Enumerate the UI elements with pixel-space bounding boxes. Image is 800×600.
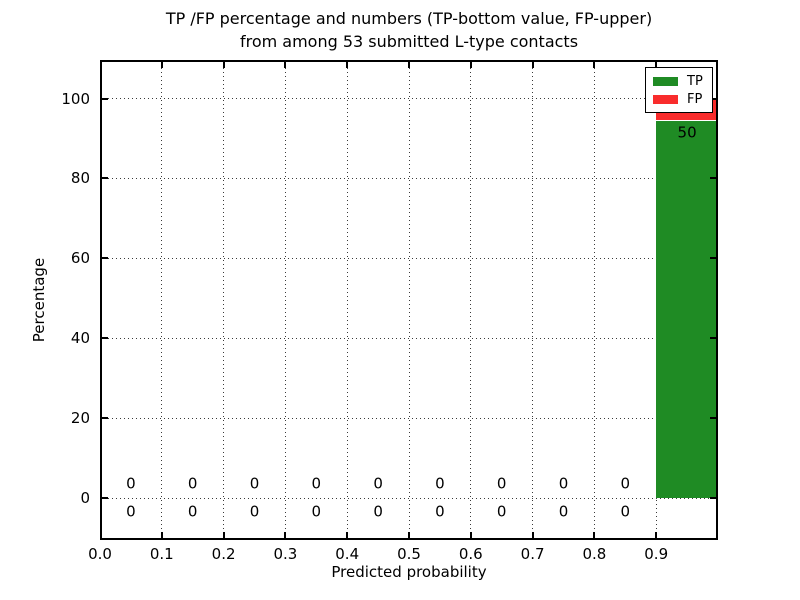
y-tick-mark-right: [710, 417, 716, 420]
x-tick-label: 0.0: [88, 545, 112, 563]
bar-tp-segment: [656, 121, 718, 498]
x-tick-label: 0.5: [397, 545, 421, 563]
tp-count-label: 0: [620, 502, 631, 521]
tp-count-label: 0: [496, 502, 507, 521]
gridline-horizontal: [100, 257, 718, 259]
y-axis-label: Percentage: [30, 257, 48, 343]
gridline-vertical: [593, 60, 595, 540]
gridline-vertical: [346, 60, 348, 540]
y-tick-mark-right: [710, 257, 716, 260]
tp-count-label: 0: [435, 502, 445, 521]
fp-count-label: 0: [496, 474, 507, 493]
x-tick-mark: [531, 532, 534, 538]
tp-count-label: 0: [558, 502, 569, 521]
gridline-horizontal: [100, 177, 718, 179]
legend-swatch-fp: [653, 94, 678, 104]
x-tick-mark: [408, 532, 410, 538]
y-tick-mark: [102, 177, 108, 180]
x-tick-mark: [222, 532, 225, 538]
x-tick-label: 0.4: [335, 545, 360, 563]
x-axis-label: Predicted probability: [331, 563, 487, 581]
gridline-vertical: [161, 60, 163, 540]
x-tick-mark-top: [469, 62, 472, 68]
x-tick-mark: [655, 532, 658, 538]
x-tick-label: 0.9: [644, 545, 669, 563]
y-tick-mark: [102, 257, 108, 260]
fp-count-label: 0: [187, 474, 198, 493]
x-tick-mark-top: [408, 62, 410, 68]
legend-item-fp: FP: [653, 93, 712, 106]
gridline-horizontal: [100, 98, 718, 99]
gridline-horizontal: [100, 417, 718, 419]
x-tick-mark: [160, 532, 163, 538]
chart-title-line1: TP /FP percentage and numbers (TP-bottom…: [165, 9, 653, 28]
gridline-vertical: [284, 60, 286, 540]
fp-count-label: 0: [620, 474, 631, 493]
x-tick-mark-top: [284, 62, 287, 68]
y-tick-mark: [102, 497, 108, 499]
fp-count-label: 0: [311, 474, 322, 493]
legend-label-fp: FP: [687, 91, 703, 107]
y-tick-mark-right: [710, 497, 716, 499]
fp-count-label: 0: [435, 474, 445, 493]
chart-title: TP /FP percentage and numbers (TP-bottom…: [100, 7, 718, 53]
legend-swatch-tp: [653, 76, 678, 86]
gridline-vertical: [223, 60, 225, 540]
fp-count-label: 0: [249, 474, 260, 493]
tp-count-label: 0: [249, 502, 260, 521]
x-tick-label: 0.1: [149, 545, 174, 563]
y-tick-label: 40: [70, 329, 90, 348]
x-tick-mark-top: [222, 62, 225, 68]
y-tick-label: 0: [80, 489, 90, 507]
gridline-horizontal: [100, 337, 718, 339]
x-tick-mark: [284, 532, 287, 538]
tp-count-label: 0: [126, 502, 136, 521]
x-tick-mark-top: [593, 62, 596, 68]
tp-count-label: 0: [187, 502, 198, 521]
x-tick-label: 0.8: [582, 545, 607, 563]
gridline-vertical: [532, 60, 534, 540]
y-tick-mark: [102, 337, 108, 340]
x-tick-mark: [593, 532, 596, 538]
fp-count-label: 0: [558, 474, 569, 493]
y-tick-mark-right: [710, 337, 716, 340]
gridline-vertical: [470, 60, 472, 540]
gridline-vertical: [408, 60, 410, 540]
gridline-horizontal: [100, 497, 718, 499]
tp-count-label: 0: [311, 502, 322, 521]
chart-title-line2: from among 53 submitted L-type contacts: [239, 32, 579, 51]
x-tick-mark: [346, 532, 349, 538]
y-tick-mark: [102, 97, 108, 100]
x-tick-mark: [469, 532, 472, 538]
y-tick-mark-right: [710, 97, 716, 100]
x-tick-mark-top: [346, 62, 349, 68]
y-tick-mark-right: [710, 177, 716, 180]
x-tick-label: 0.2: [211, 545, 236, 563]
fp-count-label: 0: [373, 474, 383, 493]
y-tick-label: 100: [61, 89, 90, 108]
x-tick-mark-top: [655, 62, 658, 68]
x-tick-label: 0.7: [520, 545, 545, 563]
y-tick-label: 80: [70, 169, 90, 188]
tp-count-label: 0: [373, 502, 383, 521]
y-tick-label: 20: [70, 409, 90, 428]
x-tick-label: 0.6: [458, 545, 483, 563]
x-tick-label: 0.3: [273, 545, 298, 563]
legend-label-tp: TP: [687, 73, 703, 89]
legend-item-tp: TP: [653, 75, 712, 88]
y-tick-mark: [102, 417, 108, 420]
legend-box: TP FP: [645, 67, 713, 113]
y-tick-label: 60: [70, 249, 90, 268]
tp-count-label: 50: [677, 123, 697, 142]
fp-count-label: 0: [126, 474, 136, 493]
x-tick-mark-top: [160, 62, 163, 68]
x-tick-mark-top: [531, 62, 534, 68]
